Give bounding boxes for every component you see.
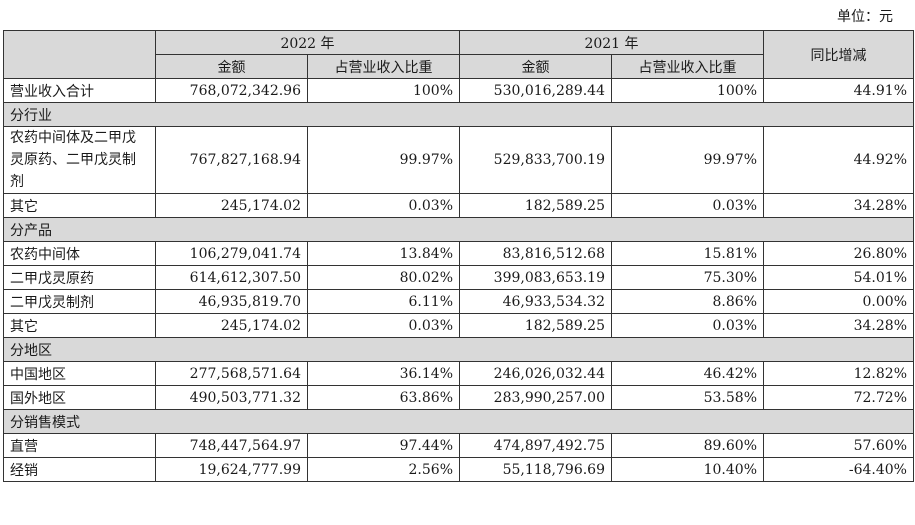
- unit-label: 单位：元: [837, 9, 893, 25]
- cell-share-2021: 15.81%: [611, 241, 764, 266]
- section-title: 分销售模式: [3, 409, 914, 434]
- header-share-2022: 占营业收入比重: [307, 54, 460, 79]
- table-row: 中国地区 277,568,571.64 36.14% 246,026,032.44 46…: [3, 361, 914, 386]
- table-header: 2022 年 2021 年 同比增减 金额 占营业收入比重 金额 占营业收入比重: [3, 30, 914, 79]
- table-row: 经销 19,624,777.99 2.56% 55,118,796.69 10.40% -…: [3, 457, 914, 482]
- row-label: 经销: [3, 457, 156, 482]
- cell-share-2021: 99.97%: [611, 126, 764, 194]
- cell-yoy: 57.60%: [763, 433, 914, 458]
- row-label: 直营: [3, 433, 156, 458]
- header-yoy: 同比增减: [763, 30, 914, 79]
- table-row: 其它 245,174.02 0.03% 182,589.25 0.03% 34.28%: [3, 193, 914, 218]
- cell-amount-2021: 474,897,492.75: [459, 433, 612, 458]
- cell-amount-2022: 245,174.02: [155, 193, 308, 218]
- cell-share-2022: 80.02%: [307, 265, 460, 290]
- section-row: 分行业: [3, 102, 914, 127]
- row-label: 其它: [3, 313, 156, 338]
- cell-share-2022: 0.03%: [307, 313, 460, 338]
- cell-amount-2021: 399,083,653.19: [459, 265, 612, 290]
- section-title: 分产品: [3, 217, 914, 242]
- header-amount-2022: 金额: [155, 54, 308, 79]
- section-row: 分地区: [3, 337, 914, 362]
- cell-share-2022: 99.97%: [307, 126, 460, 194]
- revenue-table: 2022 年 2021 年 同比增减 金额 占营业收入比重 金额 占营业收入比重…: [3, 30, 914, 482]
- cell-amount-2022: 106,279,041.74: [155, 241, 308, 266]
- cell-amount-2022: 490,503,771.32: [155, 385, 308, 410]
- cell-amount-2022: 245,174.02: [155, 313, 308, 338]
- cell-yoy: 34.28%: [763, 313, 914, 338]
- cell-amount-2021: 283,990,257.00: [459, 385, 612, 410]
- table-body: 营业收入合计 768,072,342.96 100% 530,016,289.4…: [3, 78, 914, 482]
- cell-amount-2021: 46,933,534.32: [459, 289, 612, 314]
- cell-amount-2022: 767,827,168.94: [155, 126, 308, 194]
- cell-share-2021: 0.03%: [611, 313, 764, 338]
- cell-yoy: 54.01%: [763, 265, 914, 290]
- header-share-2021: 占营业收入比重: [611, 54, 764, 79]
- table-row: 直营 748,447,564.97 97.44% 474,897,492.75 89.6…: [3, 433, 914, 458]
- cell-amount-2022: 277,568,571.64: [155, 361, 308, 386]
- row-label: 农药中间体: [3, 241, 156, 266]
- cell-amount-2022: 614,612,307.50: [155, 265, 308, 290]
- table-row: 农药中间体及二甲戊灵原药、二甲戊灵制剂 767,827,168.94 99.97% 5…: [3, 126, 914, 194]
- cell-yoy: 44.92%: [763, 126, 914, 194]
- cell-share-2022: 6.11%: [307, 289, 460, 314]
- cell-amount-2021: 246,026,032.44: [459, 361, 612, 386]
- cell-share-2022: 13.84%: [307, 241, 460, 266]
- header-year-2021: 2021 年: [459, 30, 764, 55]
- cell-share-2022: 36.14%: [307, 361, 460, 386]
- row-label: 农药中间体及二甲戊灵原药、二甲戊灵制剂: [3, 126, 156, 194]
- cell-share-2021: 8.86%: [611, 289, 764, 314]
- row-label: 二甲戊灵原药: [3, 265, 156, 290]
- cell-amount-2021: 529,833,700.19: [459, 126, 612, 194]
- cell-share-2021: 53.58%: [611, 385, 764, 410]
- cell-amount-2022: 748,447,564.97: [155, 433, 308, 458]
- total-amount-2021: 530,016,289.44: [459, 78, 612, 103]
- row-label: 中国地区: [3, 361, 156, 386]
- section-title: 分行业: [3, 102, 914, 127]
- row-label: 二甲戊灵制剂: [3, 289, 156, 314]
- header-blank-cell: [3, 30, 156, 79]
- total-share-2021: 100%: [611, 78, 764, 103]
- table-row: 二甲戊灵原药 614,612,307.50 80.02% 399,083,653.19…: [3, 265, 914, 290]
- total-label: 营业收入合计: [3, 78, 156, 103]
- cell-share-2021: 89.60%: [611, 433, 764, 458]
- cell-amount-2021: 182,589.25: [459, 193, 612, 218]
- cell-amount-2021: 83,816,512.68: [459, 241, 612, 266]
- row-label: 其它: [3, 193, 156, 218]
- cell-share-2022: 0.03%: [307, 193, 460, 218]
- total-yoy: 44.91%: [763, 78, 914, 103]
- section-title: 分地区: [3, 337, 914, 362]
- cell-share-2021: 75.30%: [611, 265, 764, 290]
- cell-amount-2022: 19,624,777.99: [155, 457, 308, 482]
- table-row: 国外地区 490,503,771.32 63.86% 283,990,257.00 53…: [3, 385, 914, 410]
- cell-amount-2021: 182,589.25: [459, 313, 612, 338]
- cell-yoy: 72.72%: [763, 385, 914, 410]
- cell-amount-2021: 55,118,796.69: [459, 457, 612, 482]
- row-label: 国外地区: [3, 385, 156, 410]
- section-row: 分销售模式: [3, 409, 914, 434]
- total-share-2022: 100%: [307, 78, 460, 103]
- cell-yoy: 12.82%: [763, 361, 914, 386]
- cell-yoy: 26.80%: [763, 241, 914, 266]
- cell-share-2021: 0.03%: [611, 193, 764, 218]
- header-year-2022: 2022 年: [155, 30, 460, 55]
- cell-share-2022: 2.56%: [307, 457, 460, 482]
- cell-share-2021: 46.42%: [611, 361, 764, 386]
- total-row: 营业收入合计 768,072,342.96 100% 530,016,289.4…: [3, 78, 914, 103]
- cell-share-2022: 63.86%: [307, 385, 460, 410]
- cell-yoy: -64.40%: [763, 457, 914, 482]
- table-row: 其它 245,174.02 0.03% 182,589.25 0.03% 34.28%: [3, 313, 914, 338]
- cell-amount-2022: 46,935,819.70: [155, 289, 308, 314]
- total-amount-2022: 768,072,342.96: [155, 78, 308, 103]
- cell-share-2022: 97.44%: [307, 433, 460, 458]
- cell-yoy: 34.28%: [763, 193, 914, 218]
- cell-yoy: 0.00%: [763, 289, 914, 314]
- section-row: 分产品: [3, 217, 914, 242]
- table-row: 二甲戊灵制剂 46,935,819.70 6.11% 46,933,534.32 8.8…: [3, 289, 914, 314]
- header-amount-2021: 金额: [459, 54, 612, 79]
- table-row: 农药中间体 106,279,041.74 13.84% 83,816,512.68 15…: [3, 241, 914, 266]
- cell-share-2021: 10.40%: [611, 457, 764, 482]
